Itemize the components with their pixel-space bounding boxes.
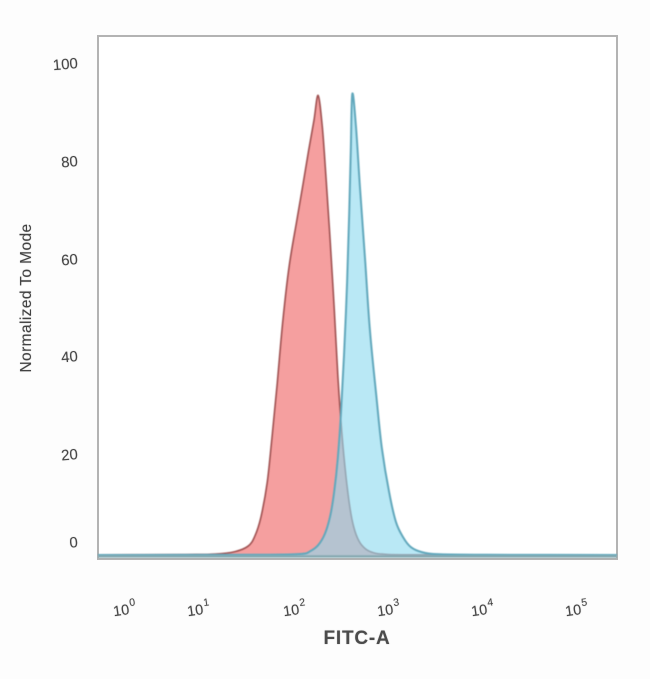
x-tick-exponent: 1 — [202, 596, 211, 610]
x-tick-exponent: 5 — [580, 596, 589, 610]
x-tick-10e5: 105 — [564, 596, 589, 621]
x-tick-base: 10 — [564, 602, 583, 621]
y-tick-40: 40 — [60, 348, 79, 367]
histogram-curves — [98, 92, 617, 558]
y-tick-60: 60 — [60, 250, 79, 270]
x-tick-exponent: 2 — [298, 596, 307, 610]
y-tick-20: 20 — [60, 446, 79, 465]
y-tick-100: 100 — [52, 55, 79, 75]
x-tick-10e1: 101 — [186, 596, 211, 621]
y-tick-80: 80 — [60, 152, 79, 172]
x-tick-exponent: 3 — [392, 596, 401, 610]
x-tick-10e0: 100 — [112, 596, 137, 621]
x-tick-exponent: 0 — [128, 596, 137, 610]
cyan-histogram-fill — [98, 93, 617, 557]
x-tick-base: 10 — [282, 602, 301, 621]
x-tick-base: 10 — [186, 602, 205, 621]
y-tick-0: 0 — [68, 534, 79, 552]
x-tick-base: 10 — [376, 602, 395, 621]
x-axis-label: FITC-A — [323, 628, 391, 649]
y-axis-label: Normalized To Mode — [18, 223, 35, 373]
x-tick-base: 10 — [470, 602, 489, 621]
cyan-histogram-outline — [98, 92, 617, 556]
x-tick-exponent: 4 — [486, 596, 495, 610]
x-tick-10e2: 102 — [282, 596, 307, 621]
x-tick-base: 10 — [112, 602, 131, 621]
x-tick-10e4: 104 — [470, 596, 495, 621]
x-tick-10e3: 103 — [376, 596, 401, 621]
